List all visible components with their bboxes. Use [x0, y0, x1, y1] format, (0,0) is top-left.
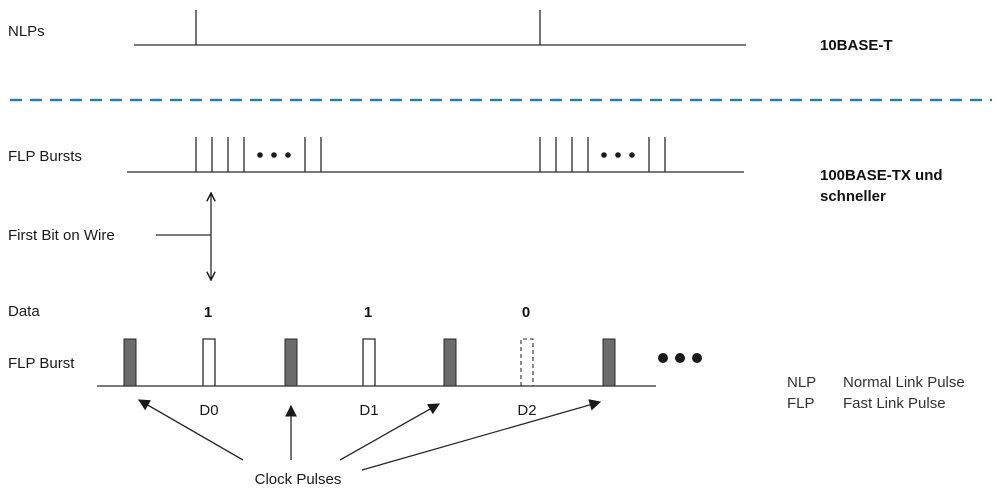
clock-pulse-arrows — [137, 399, 602, 471]
pulse-label-d1: D1 — [359, 402, 378, 419]
ellipsis-dot — [257, 152, 263, 158]
data-bit-1: 1 — [364, 304, 372, 321]
clock-pulses-label: Clock Pulses — [255, 471, 342, 488]
nlps-label: NLPs — [8, 23, 45, 40]
data-pulse-d2-empty — [520, 338, 534, 386]
data-bit-2: 0 — [522, 304, 530, 321]
ellipsis-dot — [615, 152, 621, 158]
flp-burst-signal — [97, 338, 702, 387]
clock-pulse — [123, 338, 137, 387]
pulse-label-d0: D0 — [199, 402, 218, 419]
data-label: Data — [8, 303, 40, 320]
clock-pulse — [602, 338, 616, 387]
standard-100base-tx-label-line2: schneller — [820, 188, 886, 205]
ellipsis-dot — [692, 353, 702, 363]
ellipsis-dot — [271, 152, 277, 158]
flp-burst-2 — [539, 137, 666, 172]
pulse-label-d2: D2 — [517, 402, 536, 419]
legend-abbr-flp: FLP — [787, 395, 815, 412]
flp-bursts-signal — [127, 137, 744, 173]
standard-100base-tx-label-line1: 100BASE-TX und — [820, 167, 943, 184]
data-pulse-d0 — [202, 338, 216, 386]
flp-burst-1 — [195, 137, 322, 172]
legend: NLP Normal Link Pulse FLP Fast Link Puls… — [787, 374, 965, 412]
data-bit-0: 1 — [204, 304, 212, 321]
flp-burst-label: FLP Burst — [8, 355, 75, 372]
legend-text-nlp: Normal Link Pulse — [843, 374, 965, 391]
legend-abbr-nlp: NLP — [787, 374, 816, 391]
data-pulse-d1 — [362, 338, 376, 386]
standard-10base-t-label: 10BASE-T — [820, 37, 893, 54]
ellipsis-dot — [658, 353, 668, 363]
ellipsis-dot — [601, 152, 607, 158]
nlp-signal — [134, 10, 746, 46]
ellipsis-dot — [675, 353, 685, 363]
flp-bursts-label: FLP Bursts — [8, 148, 82, 165]
ellipsis-dot — [629, 152, 635, 158]
first-bit-on-wire-label: First Bit on Wire — [8, 227, 115, 244]
legend-text-flp: Fast Link Pulse — [843, 395, 946, 412]
ellipsis-dot — [285, 152, 291, 158]
clock-pulse — [284, 338, 298, 387]
clock-pulse — [443, 338, 457, 387]
